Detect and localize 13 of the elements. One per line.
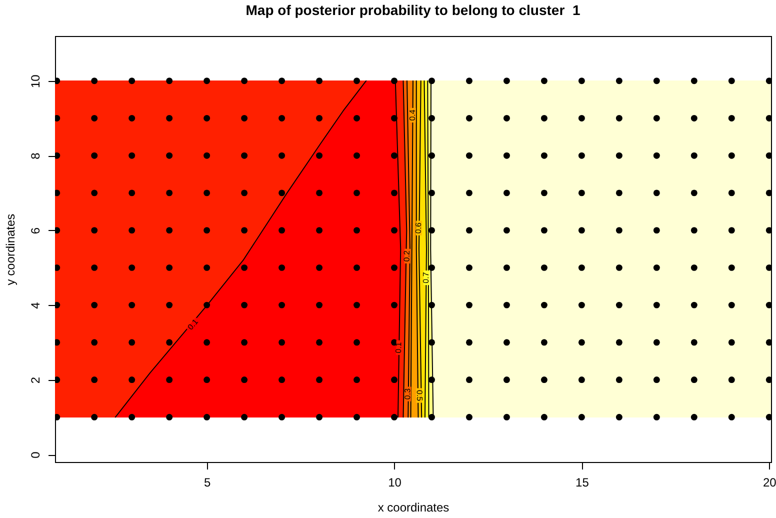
chart-title: Map of posterior probability to belong to cluster 1 <box>246 2 580 18</box>
x-tick-label: 10 <box>388 476 402 490</box>
y-tick-label: 4 <box>28 302 42 309</box>
x-tick-label: 15 <box>576 476 590 490</box>
y-tick-label: 8 <box>28 152 42 160</box>
y-tick-label: 10 <box>28 74 42 88</box>
x-axis-title: x coordinates <box>378 500 450 514</box>
y-tick-label: 6 <box>28 227 42 234</box>
x-tick-label: 5 <box>204 476 211 490</box>
y-tick-label: 0 <box>28 451 42 458</box>
y-tick-label: 2 <box>28 376 42 384</box>
x-tick-label: 20 <box>762 476 776 490</box>
y-axis-title: y coordinates <box>4 214 18 286</box>
